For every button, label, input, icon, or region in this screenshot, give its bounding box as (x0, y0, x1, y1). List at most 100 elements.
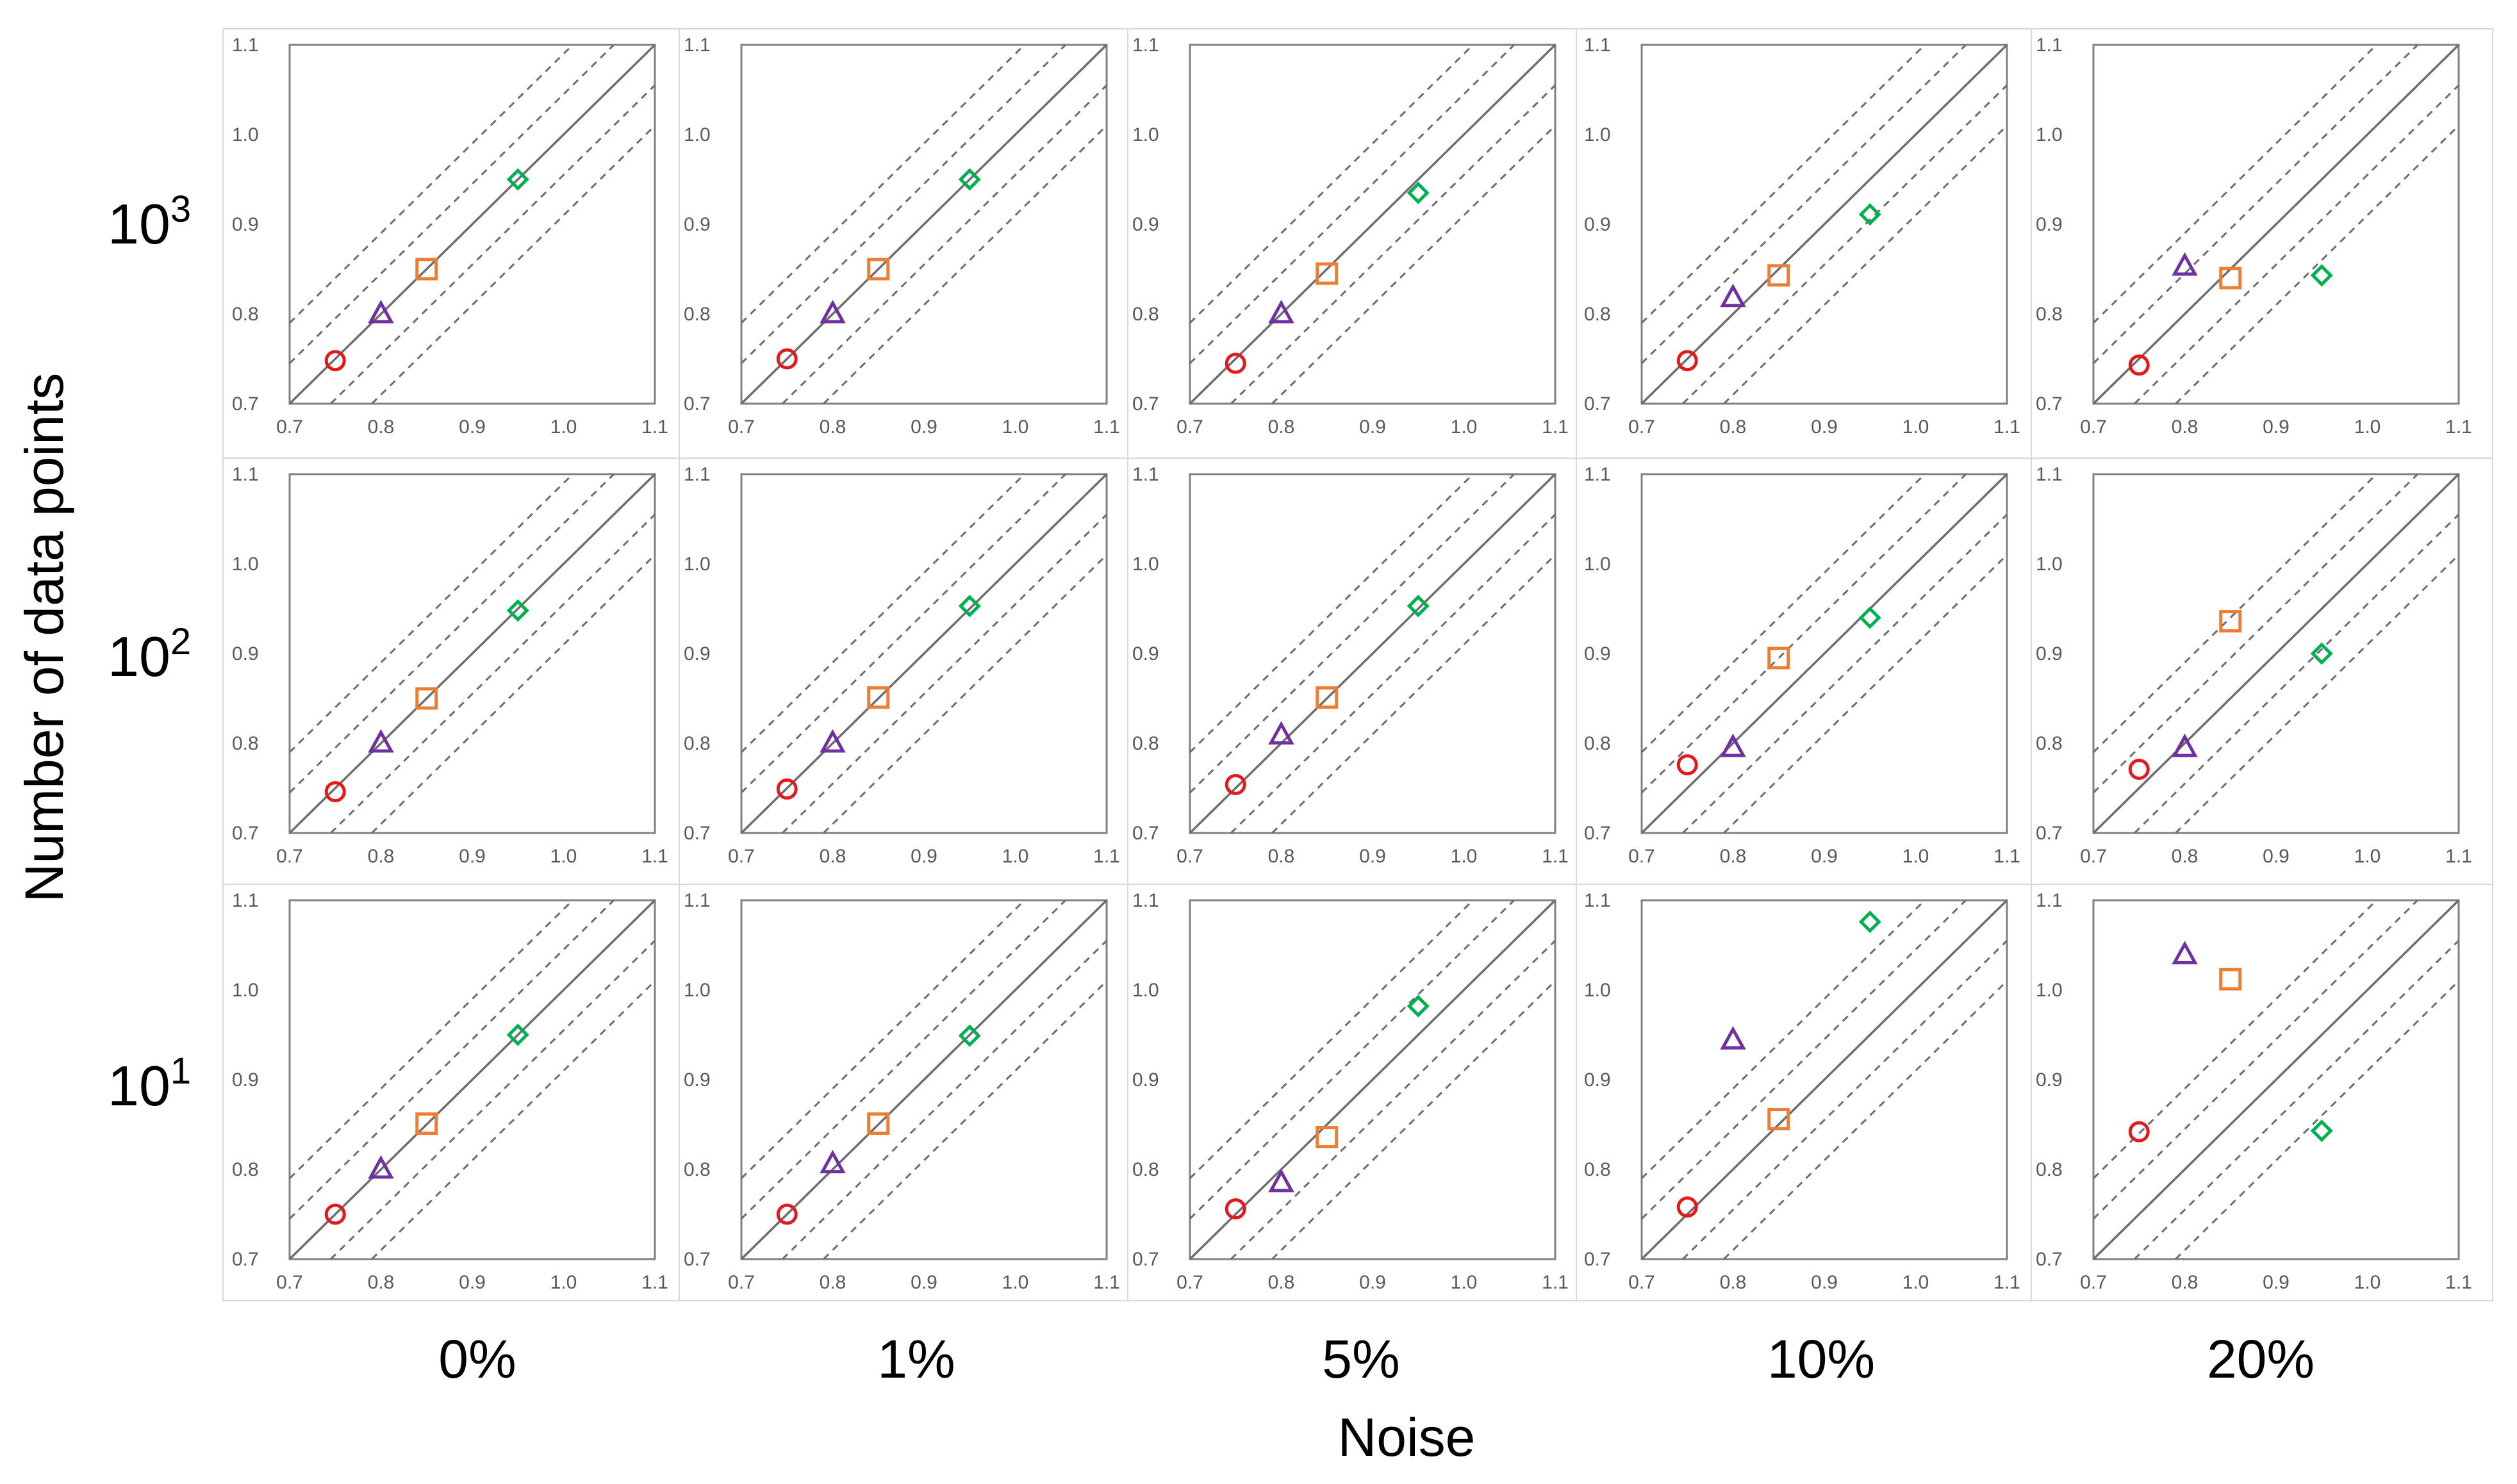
x-tick-label: 1.1 (1093, 416, 1120, 438)
dashed-band-line (2175, 980, 2460, 1260)
diamond-marker (958, 168, 981, 191)
y-tick-label: 1.1 (1132, 890, 1159, 911)
panel-r3-c1: 0.7 0.7 0.8 0.8 0.9 0.9 1.0 1.0 1.1 1.1 (222, 884, 680, 1301)
x-tick-label: 0.7 (728, 1272, 755, 1293)
y-tick-label: 1.0 (1132, 980, 1159, 1001)
panel-border (2031, 458, 2493, 885)
x-tick-label: 1.1 (2445, 846, 2472, 867)
diamond-marker (506, 168, 529, 191)
square-marker (415, 258, 438, 281)
panel-border (2031, 884, 2493, 1301)
y-tick-label: 0.7 (684, 823, 711, 844)
identity-line (288, 899, 656, 1260)
dashed-band-line (823, 554, 1108, 834)
y-tick-label: 0.8 (232, 1159, 259, 1180)
y-tick-label: 1.0 (232, 554, 259, 575)
dashed-band-line (330, 939, 656, 1260)
dashed-band-line (1230, 513, 1556, 834)
square-marker (2219, 610, 2242, 633)
diamond-marker (1407, 595, 1430, 618)
square-marker (1767, 1108, 1790, 1131)
square-marker (867, 258, 890, 281)
y-tick-label: 1.0 (1132, 124, 1159, 145)
identity-line (288, 44, 656, 405)
panel-r1-c2: 0.7 0.7 0.8 0.8 0.9 0.9 1.0 1.0 1.1 1.1 (679, 28, 1128, 459)
diamond-marker (1858, 606, 1881, 629)
square-marker (1767, 647, 1790, 670)
x-tick-label: 1.1 (1993, 1272, 2020, 1293)
panel-r2-c3: 0.7 0.7 0.8 0.8 0.9 0.9 1.0 1.0 1.1 1.1 (1127, 458, 1577, 885)
diamond-marker (1858, 911, 1881, 934)
y-tick-label: 1.0 (2036, 124, 2063, 145)
x-tick-label: 1.1 (2445, 416, 2472, 438)
x-tick-label: 1.0 (550, 1272, 577, 1293)
plot-frame (1189, 473, 1556, 834)
plot-frame (740, 899, 1108, 1260)
identity-line (1640, 899, 2008, 1260)
dashed-band-line (1682, 939, 2008, 1260)
x-tick-label: 0.9 (1359, 1272, 1386, 1293)
dashed-band-line (1723, 554, 2008, 834)
y-tick-label: 0.8 (1132, 733, 1159, 754)
y-tick-label: 0.9 (684, 214, 711, 235)
panel-grid: 0.70.70.80.80.90.91.01.01.11.10.70.70.80… (222, 28, 2493, 1301)
x-tick-label: 1.1 (1993, 416, 2020, 438)
y-tick-label: 0.7 (2036, 393, 2063, 415)
panel-r3-c3: 0.7 0.7 0.8 0.8 0.9 0.9 1.0 1.0 1.1 1.1 (1127, 884, 1577, 1301)
plot-frame (1640, 44, 2008, 405)
diamond-marker (2310, 642, 2333, 665)
y-tick-label: 0.9 (2036, 214, 2063, 235)
column-label-0pct: 0% (438, 1329, 516, 1389)
y-tick-label: 0.8 (2036, 304, 2063, 325)
dashed-band-line (1640, 44, 1967, 365)
identity-line (1640, 473, 2008, 834)
triangle-marker (820, 299, 846, 324)
y-tick-label: 1.1 (1584, 35, 1611, 56)
circle-marker (324, 1203, 346, 1225)
panel-r3-c4: 0.7 0.7 0.8 0.8 0.9 0.9 1.0 1.0 1.1 1.1 (1576, 884, 2032, 1301)
triangle-marker (368, 299, 394, 324)
y-tick-label: 1.1 (232, 464, 259, 485)
diamond-marker (1407, 994, 1430, 1018)
dashed-band-line (371, 124, 656, 405)
panel-border (2031, 28, 2493, 459)
x-tick-label: 0.7 (1176, 416, 1203, 438)
plot-frame (2092, 899, 2460, 1260)
y-tick-label: 1.0 (684, 554, 711, 575)
x-tick-label: 0.8 (368, 416, 395, 438)
panel-border (222, 458, 680, 885)
circle-marker (776, 778, 798, 800)
dashed-band-line (288, 899, 574, 1180)
y-tick-label: 0.9 (232, 643, 259, 664)
panel-border (1576, 458, 2032, 885)
y-tick-label: 0.8 (1132, 304, 1159, 325)
panel-r2-c5: 0.7 0.7 0.8 0.8 0.9 0.9 1.0 1.0 1.1 1.1 (2031, 458, 2493, 885)
y-tick-label: 0.7 (2036, 823, 2063, 844)
x-tick-label: 0.7 (2080, 1272, 2107, 1293)
diamond-marker (958, 1024, 981, 1047)
x-tick-label: 1.0 (1451, 1272, 1478, 1293)
y-tick-label: 1.0 (1584, 980, 1611, 1001)
triangle-marker (820, 729, 846, 753)
row-label-1e1: 101 (108, 1050, 191, 1117)
dashed-band-line (1640, 473, 1967, 794)
x-tick-label: 0.9 (459, 846, 486, 867)
x-tick-label: 0.8 (1720, 846, 1747, 867)
dashed-band-line (288, 473, 615, 794)
column-label-20pct: 20% (2207, 1329, 2315, 1389)
x-tick-label: 0.8 (2172, 1272, 2199, 1293)
y-tick-label: 0.8 (2036, 1159, 2063, 1180)
y-tick-label: 1.0 (232, 124, 259, 145)
x-tick-label: 0.8 (1268, 846, 1295, 867)
y-tick-label: 1.1 (1584, 464, 1611, 485)
triangle-marker (368, 729, 394, 753)
x-tick-label: 1.0 (1902, 846, 1929, 867)
y-tick-label: 1.1 (1584, 890, 1611, 911)
dashed-band-line (2092, 44, 2418, 365)
dashed-band-line (1271, 980, 1556, 1260)
y-tick-label: 0.9 (1584, 1069, 1611, 1091)
x-tick-label: 0.7 (1176, 846, 1203, 867)
dashed-band-line (740, 44, 1066, 365)
panel-r1-c1: 0.7 0.7 0.8 0.8 0.9 0.9 1.0 1.0 1.1 1.1 (222, 28, 680, 459)
x-tick-label: 1.0 (550, 846, 577, 867)
